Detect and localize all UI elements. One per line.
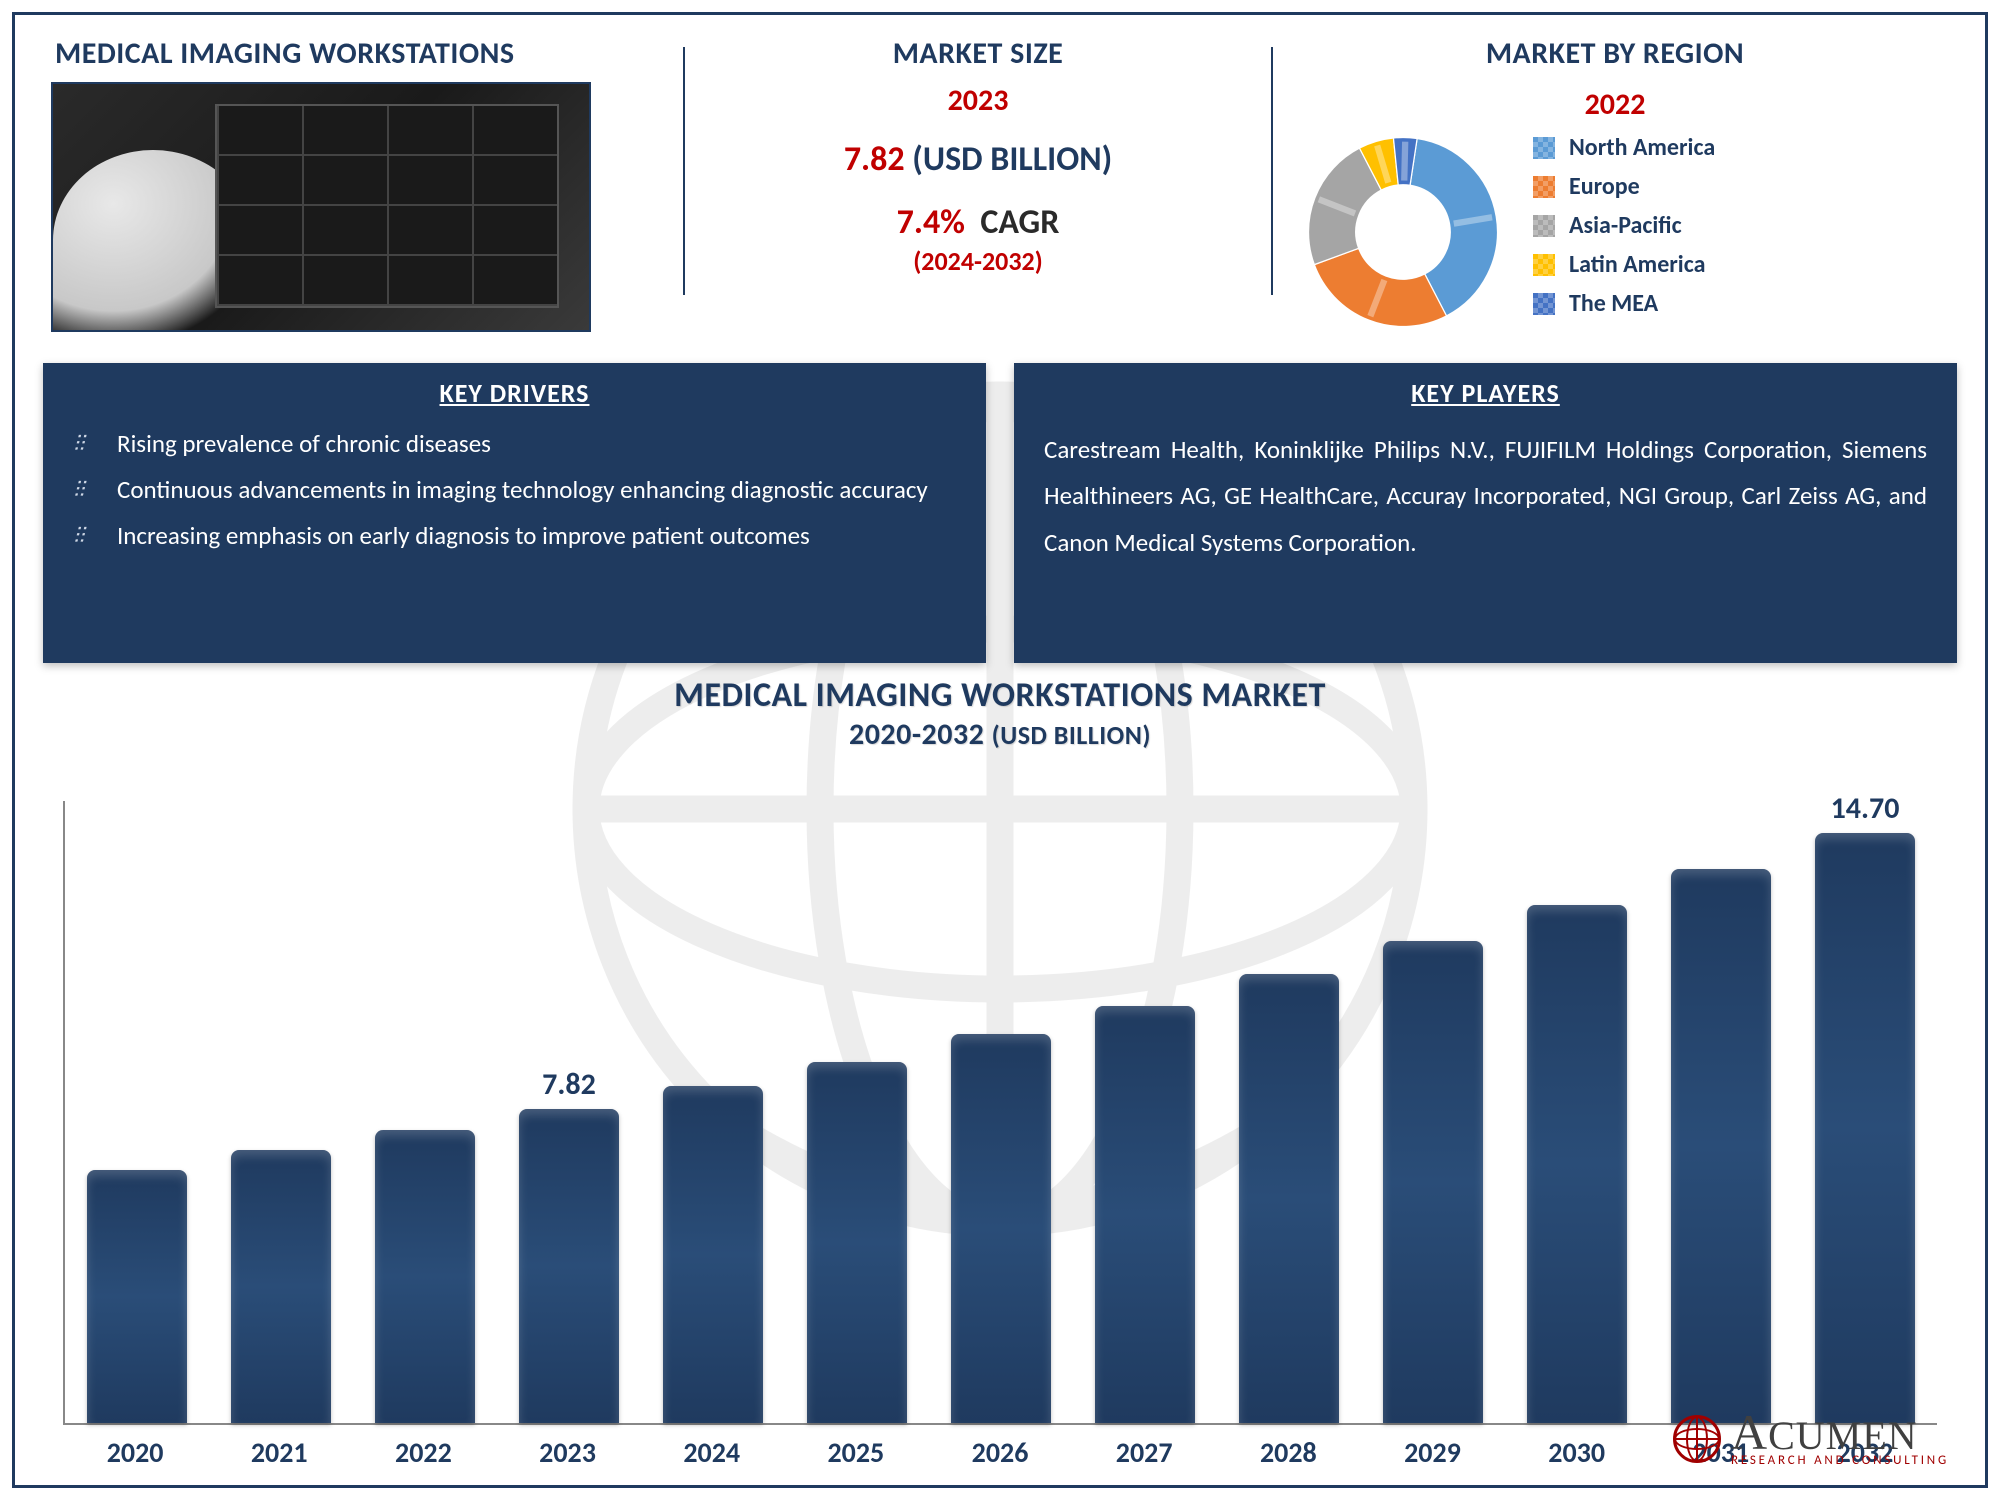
infographic-frame: MEDICAL IMAGING WORKSTATIONS MARKET SIZE… bbox=[12, 12, 1988, 1488]
market-size-year: 2023 bbox=[683, 82, 1273, 119]
market-size-title: MARKET SIZE bbox=[683, 35, 1273, 72]
title-and-image: MEDICAL IMAGING WORKSTATIONS bbox=[43, 35, 683, 345]
x-axis-label: 2028 bbox=[1216, 1429, 1360, 1475]
legend-swatch bbox=[1533, 293, 1555, 315]
bar-slot bbox=[1649, 801, 1793, 1423]
logo-name: ACUMEN bbox=[1731, 1410, 1949, 1455]
x-axis-label: 2025 bbox=[784, 1429, 928, 1475]
bar-slot bbox=[1073, 801, 1217, 1423]
bar-slot bbox=[929, 801, 1073, 1423]
key-drivers-list: ⫶⫶Rising prevalence of chronic diseases⫶… bbox=[73, 427, 956, 552]
legend-label: Latin America bbox=[1569, 250, 1705, 279]
bar-slot bbox=[209, 801, 353, 1423]
globe-icon bbox=[1673, 1415, 1721, 1463]
region-year: 2022 bbox=[1273, 86, 1957, 123]
bar bbox=[1527, 905, 1628, 1423]
region-legend: North America Europe Asia-Pacific Latin Ame… bbox=[1533, 123, 1957, 345]
legend-label: North America bbox=[1569, 133, 1715, 162]
x-axis-label: 2030 bbox=[1505, 1429, 1649, 1475]
bar-slot bbox=[1217, 801, 1361, 1423]
legend-label: Asia-Pacific bbox=[1569, 211, 1682, 240]
bar bbox=[1671, 869, 1772, 1423]
legend-label: The MEA bbox=[1569, 289, 1658, 318]
key-drivers-title: KEY DRIVERS bbox=[73, 377, 956, 409]
bar-slot bbox=[353, 801, 497, 1423]
top-row: MEDICAL IMAGING WORKSTATIONS MARKET SIZE… bbox=[43, 35, 1957, 345]
bar-slot bbox=[1361, 801, 1505, 1423]
key-players-title: KEY PLAYERS bbox=[1044, 377, 1927, 409]
bar-slot bbox=[1505, 801, 1649, 1423]
bar-slot: 7.82 bbox=[497, 801, 641, 1423]
legend-swatch bbox=[1533, 137, 1555, 159]
x-axis-label: 2020 bbox=[63, 1429, 207, 1475]
legend-item: Latin America bbox=[1533, 250, 1957, 279]
market-size-value: 7.82 (USD BILLION) bbox=[683, 139, 1273, 180]
divider bbox=[1271, 47, 1273, 295]
legend-label: Europe bbox=[1569, 172, 1640, 201]
legend-swatch bbox=[1533, 215, 1555, 237]
bullet-icon: ⫶⫶ bbox=[73, 429, 103, 455]
driver-item: ⫶⫶Rising prevalence of chronic diseases bbox=[73, 427, 956, 461]
page-title: MEDICAL IMAGING WORKSTATIONS bbox=[43, 35, 683, 72]
bar-value-label: 14.70 bbox=[1793, 790, 1937, 827]
bar-slot bbox=[641, 801, 785, 1423]
bar bbox=[519, 1109, 620, 1423]
market-size-cagr: 7.4% CAGR bbox=[683, 202, 1273, 243]
bar bbox=[1815, 833, 1916, 1423]
chart-section: MEDICAL IMAGING WORKSTATIONS MARKET 2020… bbox=[43, 675, 1957, 1475]
legend-swatch bbox=[1533, 176, 1555, 198]
bar-chart: 7.8214.70 202020212022202320242025202620… bbox=[63, 761, 1937, 1475]
market-size-block: MARKET SIZE 2023 7.82 (USD BILLION) 7.4%… bbox=[683, 35, 1273, 345]
bar-slot bbox=[785, 801, 929, 1423]
bullet-icon: ⫶⫶ bbox=[73, 475, 103, 501]
legend-item: The MEA bbox=[1533, 289, 1957, 318]
region-donut-chart bbox=[1298, 127, 1508, 337]
bar-slot: 14.70 bbox=[1793, 801, 1937, 1423]
bar bbox=[231, 1150, 332, 1423]
bullet-icon: ⫶⫶ bbox=[73, 521, 103, 547]
x-axis-label: 2022 bbox=[351, 1429, 495, 1475]
brand-logo: ACUMEN RESEARCH AND CONSULTING bbox=[1673, 1410, 1949, 1467]
bar bbox=[807, 1062, 908, 1423]
bar bbox=[1095, 1006, 1196, 1423]
driver-item: ⫶⫶Increasing emphasis on early diagnosis… bbox=[73, 519, 956, 553]
divider bbox=[683, 47, 685, 295]
bar bbox=[1383, 941, 1484, 1423]
x-axis-label: 2026 bbox=[928, 1429, 1072, 1475]
key-drivers-panel: KEY DRIVERS ⫶⫶Rising prevalence of chron… bbox=[43, 363, 986, 663]
market-by-region-block: MARKET BY REGION 2022 North America Europ… bbox=[1273, 35, 1957, 345]
chart-title: MEDICAL IMAGING WORKSTATIONS MARKET 2020… bbox=[43, 675, 1957, 753]
x-axis-label: 2024 bbox=[640, 1429, 784, 1475]
bar bbox=[663, 1086, 764, 1423]
bar-slot bbox=[65, 801, 209, 1423]
bar bbox=[87, 1170, 188, 1423]
legend-item: North America bbox=[1533, 133, 1957, 162]
market-size-period: (2024-2032) bbox=[683, 245, 1273, 277]
bar bbox=[1239, 974, 1340, 1423]
panels-row: KEY DRIVERS ⫶⫶Rising prevalence of chron… bbox=[43, 363, 1957, 663]
x-axis-label: 2029 bbox=[1360, 1429, 1504, 1475]
x-axis-label: 2023 bbox=[495, 1429, 639, 1475]
x-axis-label: 2021 bbox=[207, 1429, 351, 1475]
driver-item: ⫶⫶Continuous advancements in imaging tec… bbox=[73, 473, 956, 507]
hero-image bbox=[51, 82, 591, 332]
bar-value-label: 7.82 bbox=[497, 1066, 641, 1103]
legend-item: Europe bbox=[1533, 172, 1957, 201]
logo-tagline: RESEARCH AND CONSULTING bbox=[1731, 1455, 1949, 1467]
bar bbox=[375, 1130, 476, 1423]
x-axis-label: 2027 bbox=[1072, 1429, 1216, 1475]
key-players-text: Carestream Health, Koninklijke Philips N… bbox=[1044, 427, 1927, 566]
legend-swatch bbox=[1533, 254, 1555, 276]
bar bbox=[951, 1034, 1052, 1423]
legend-item: Asia-Pacific bbox=[1533, 211, 1957, 240]
key-players-panel: KEY PLAYERS Carestream Health, Koninklij… bbox=[1014, 363, 1957, 663]
market-by-region-title: MARKET BY REGION bbox=[1273, 35, 1957, 72]
